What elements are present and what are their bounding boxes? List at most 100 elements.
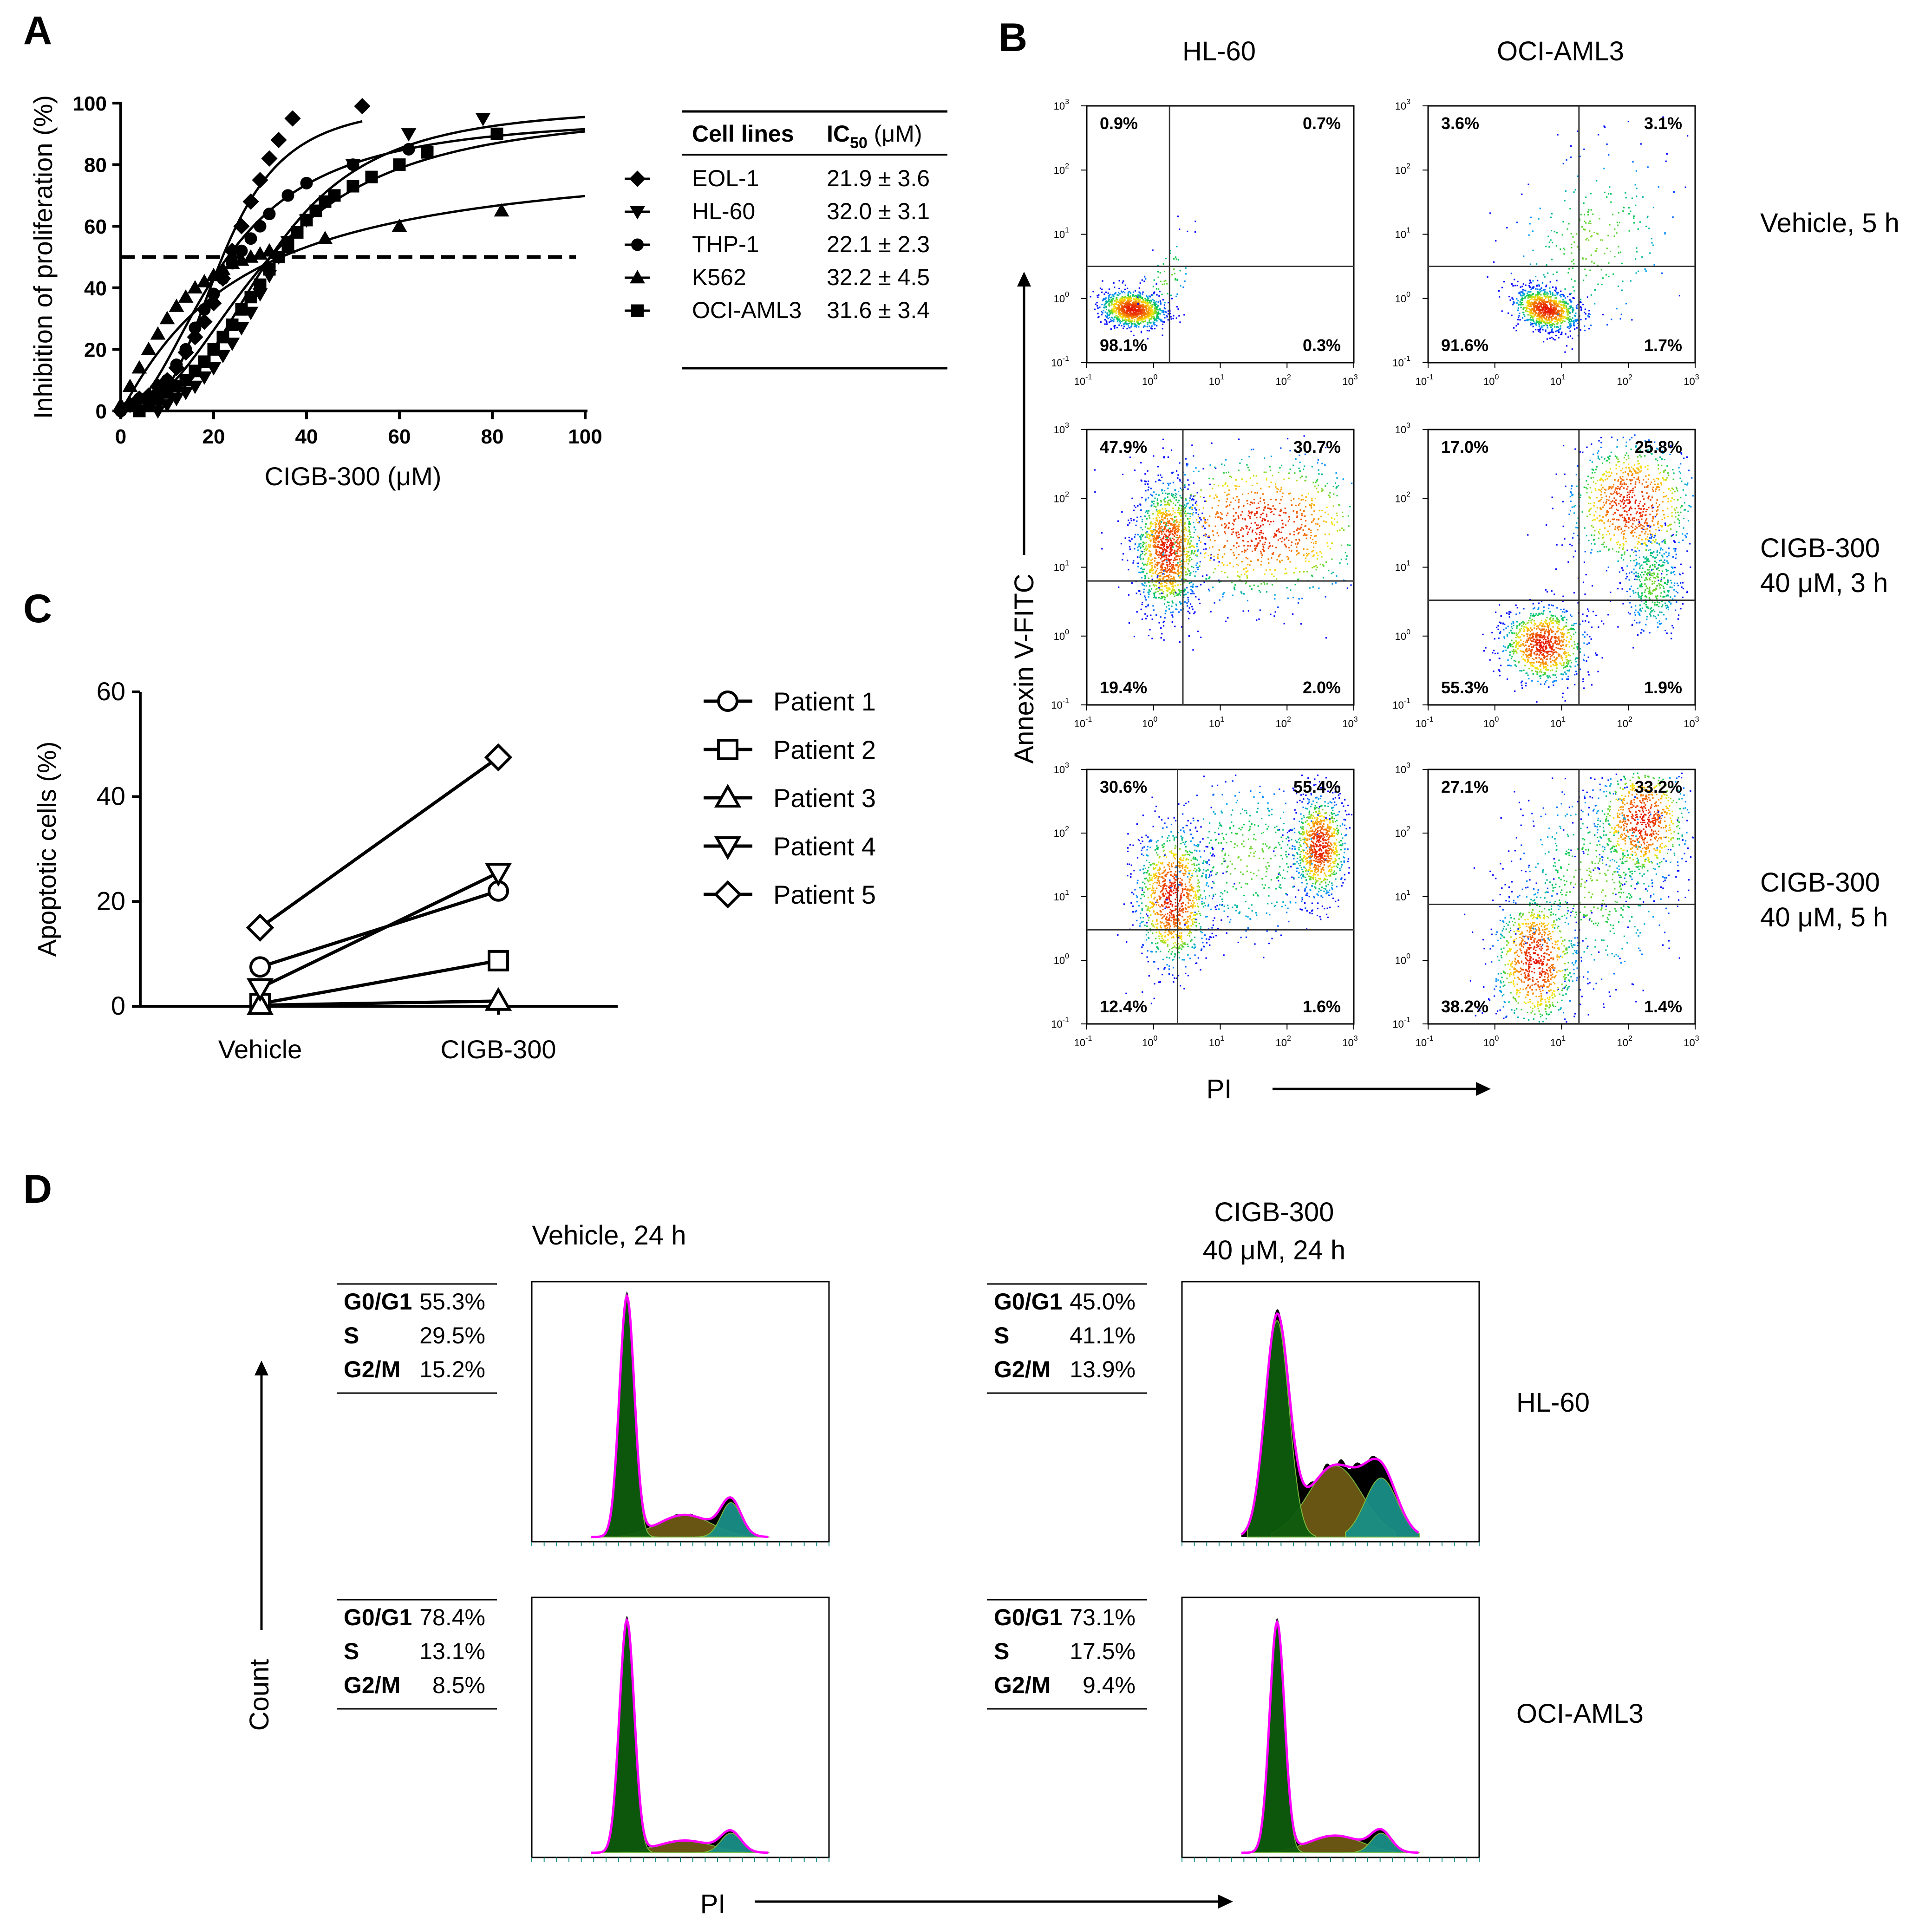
b-event-dot xyxy=(1158,582,1160,584)
b-event-dot xyxy=(1169,250,1171,252)
b-event-dot xyxy=(1252,502,1253,504)
b-event-dot xyxy=(1539,328,1541,330)
b-event-dot xyxy=(1224,545,1226,547)
b-event-dot xyxy=(1633,217,1635,219)
b-event-dot xyxy=(1522,289,1524,291)
b-event-dot xyxy=(1273,615,1275,617)
b-event-dot xyxy=(1285,512,1287,514)
b-event-dot xyxy=(1158,512,1160,514)
b-event-dot xyxy=(1636,247,1638,249)
b-event-dot xyxy=(1122,314,1124,316)
b-event-dot xyxy=(1173,593,1175,595)
b-event-dot xyxy=(1124,296,1126,298)
b-event-dot xyxy=(1149,550,1150,552)
b-event-dot xyxy=(1535,275,1537,278)
b-event-dot xyxy=(1142,543,1144,545)
b-event-dot xyxy=(1122,306,1124,308)
b-event-dot xyxy=(1252,484,1253,487)
a-point-K562 xyxy=(122,378,138,392)
b-event-dot xyxy=(1164,617,1166,619)
b-event-dot xyxy=(1200,584,1202,586)
b-event-dot xyxy=(1149,517,1150,519)
b-event-dot xyxy=(1294,584,1296,586)
b-event-dot xyxy=(1146,311,1148,313)
b-event-dot xyxy=(1147,297,1149,299)
b-event-dot xyxy=(1185,554,1187,556)
b-event-dot xyxy=(1543,302,1545,304)
b-event-dot xyxy=(1149,314,1151,317)
b-event-dot xyxy=(1150,553,1152,555)
b-event-dot xyxy=(1568,307,1570,309)
b-event-dot xyxy=(1188,538,1190,540)
b-event-dot xyxy=(1135,303,1137,305)
b-event-dot xyxy=(1181,521,1183,523)
b-event-dot xyxy=(1208,578,1210,580)
b-event-dot xyxy=(1114,304,1116,306)
b-event-dot xyxy=(1537,280,1539,281)
b-event-dot xyxy=(1591,261,1593,263)
a-point-OCI-AML3 xyxy=(272,251,285,263)
b-event-dot xyxy=(1142,321,1144,323)
b-event-dot xyxy=(1132,307,1134,309)
b-event-dot xyxy=(1170,449,1173,451)
b-event-dot xyxy=(1208,547,1211,549)
b-event-dot xyxy=(1178,523,1180,525)
b-event-dot xyxy=(1553,313,1556,315)
b-event-dot xyxy=(1529,298,1531,300)
b-event-dot xyxy=(1150,521,1152,523)
b-event-dot xyxy=(1136,516,1138,518)
b-event-dot xyxy=(1162,554,1164,556)
b-event-dot xyxy=(1174,531,1175,533)
b-event-dot xyxy=(1543,320,1545,322)
b-event-dot xyxy=(1131,306,1133,307)
b-event-dot xyxy=(1571,624,1573,626)
b-event-dot xyxy=(1111,294,1113,296)
b-event-dot xyxy=(1331,558,1333,560)
b-event-dot xyxy=(1547,296,1550,298)
b-event-dot xyxy=(1103,306,1104,308)
b-event-dot xyxy=(1301,598,1303,599)
b-event-dot xyxy=(1533,313,1534,315)
b-event-dot xyxy=(1156,316,1158,318)
b-event-dot xyxy=(1173,565,1175,567)
b-event-dot xyxy=(1107,318,1109,319)
b-event-dot xyxy=(1200,519,1202,521)
b-event-dot xyxy=(1138,318,1141,319)
b-event-dot xyxy=(1556,232,1558,234)
b-event-dot xyxy=(1139,299,1141,301)
b-event-dot xyxy=(1139,317,1142,319)
b-event-dot xyxy=(1110,301,1111,303)
b-event-dot xyxy=(1179,558,1181,560)
b-event-dot xyxy=(1172,583,1174,585)
b-event-dot xyxy=(1161,476,1163,478)
b-event-dot xyxy=(1177,521,1179,523)
b-event-dot xyxy=(1146,549,1148,551)
b-event-dot xyxy=(1217,557,1219,559)
b-event-dot xyxy=(1588,239,1590,241)
b-event-dot xyxy=(1166,509,1168,512)
b-event-dot xyxy=(1547,332,1549,334)
b-event-dot xyxy=(1140,547,1142,549)
b-event-dot xyxy=(1131,323,1133,325)
a-point-OCI-AML3 xyxy=(319,195,332,208)
b-event-dot xyxy=(1224,531,1226,533)
b-event-dot xyxy=(1140,309,1142,311)
b-event-dot xyxy=(1554,321,1556,323)
b-event-dot xyxy=(1204,528,1206,529)
b-event-dot xyxy=(1538,310,1540,312)
b-event-dot xyxy=(1176,293,1178,295)
b-event-dot xyxy=(1174,512,1176,514)
b-event-dot xyxy=(1585,318,1587,320)
b-event-dot xyxy=(1687,135,1689,137)
b-event-dot xyxy=(1190,536,1192,538)
b-event-dot xyxy=(1288,477,1290,479)
b-event-dot xyxy=(1103,310,1104,312)
b-event-dot xyxy=(1549,296,1551,298)
b-event-dot xyxy=(1317,459,1319,461)
b-event-dot xyxy=(1647,166,1649,168)
b-event-dot xyxy=(1173,268,1175,270)
b-event-dot xyxy=(1131,308,1133,310)
b-event-dot xyxy=(1541,300,1543,302)
b-event-dot xyxy=(1193,482,1194,484)
b-event-dot xyxy=(1574,319,1576,321)
